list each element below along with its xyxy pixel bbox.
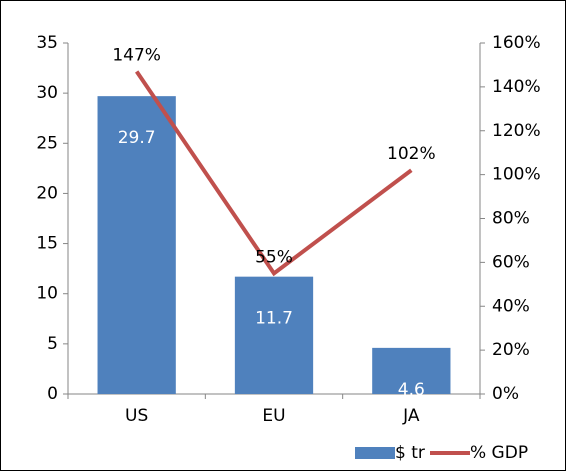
x-tick-label: EU xyxy=(262,406,285,426)
y-tick-label: 5 xyxy=(47,334,58,354)
legend-swatch xyxy=(355,447,395,459)
line xyxy=(135,70,413,277)
y-tick-label: 35 xyxy=(36,33,58,53)
y-tick-label: 15 xyxy=(36,234,58,254)
bar-value-label: 11.7 xyxy=(255,309,293,329)
x-tick-label: JA xyxy=(402,406,420,426)
bar xyxy=(234,276,314,394)
line-value-label: 55% xyxy=(255,247,293,267)
y2-tick-label: 100% xyxy=(492,165,541,185)
y-tick-label: 20 xyxy=(36,183,58,203)
y-tick-label: 0 xyxy=(47,384,58,404)
bar xyxy=(372,347,451,394)
y2-tick-label: 120% xyxy=(492,121,541,141)
y2-tick-label: 0% xyxy=(492,384,519,404)
y-tick-label: 25 xyxy=(36,133,58,153)
y-tick-label: 10 xyxy=(36,284,58,304)
y-tick-label: 30 xyxy=(36,83,58,103)
x-tick-label: US xyxy=(125,406,148,426)
y2-tick-label: 40% xyxy=(492,296,530,316)
y2-tick-label: 160% xyxy=(492,33,541,53)
bar xyxy=(97,96,176,394)
legend-label: % GDP xyxy=(470,443,528,463)
line-value-label: 102% xyxy=(387,144,436,164)
bar-value-label: 29.7 xyxy=(118,128,156,148)
y2-tick-label: 80% xyxy=(492,209,530,229)
legend-label: $ tr xyxy=(395,443,425,463)
y2-tick-label: 20% xyxy=(492,340,530,360)
y2-tick-label: 60% xyxy=(492,252,530,272)
line-value-label: 147% xyxy=(112,46,161,66)
bar-value-label: 4.6 xyxy=(398,380,425,400)
y2-tick-label: 140% xyxy=(492,77,541,97)
